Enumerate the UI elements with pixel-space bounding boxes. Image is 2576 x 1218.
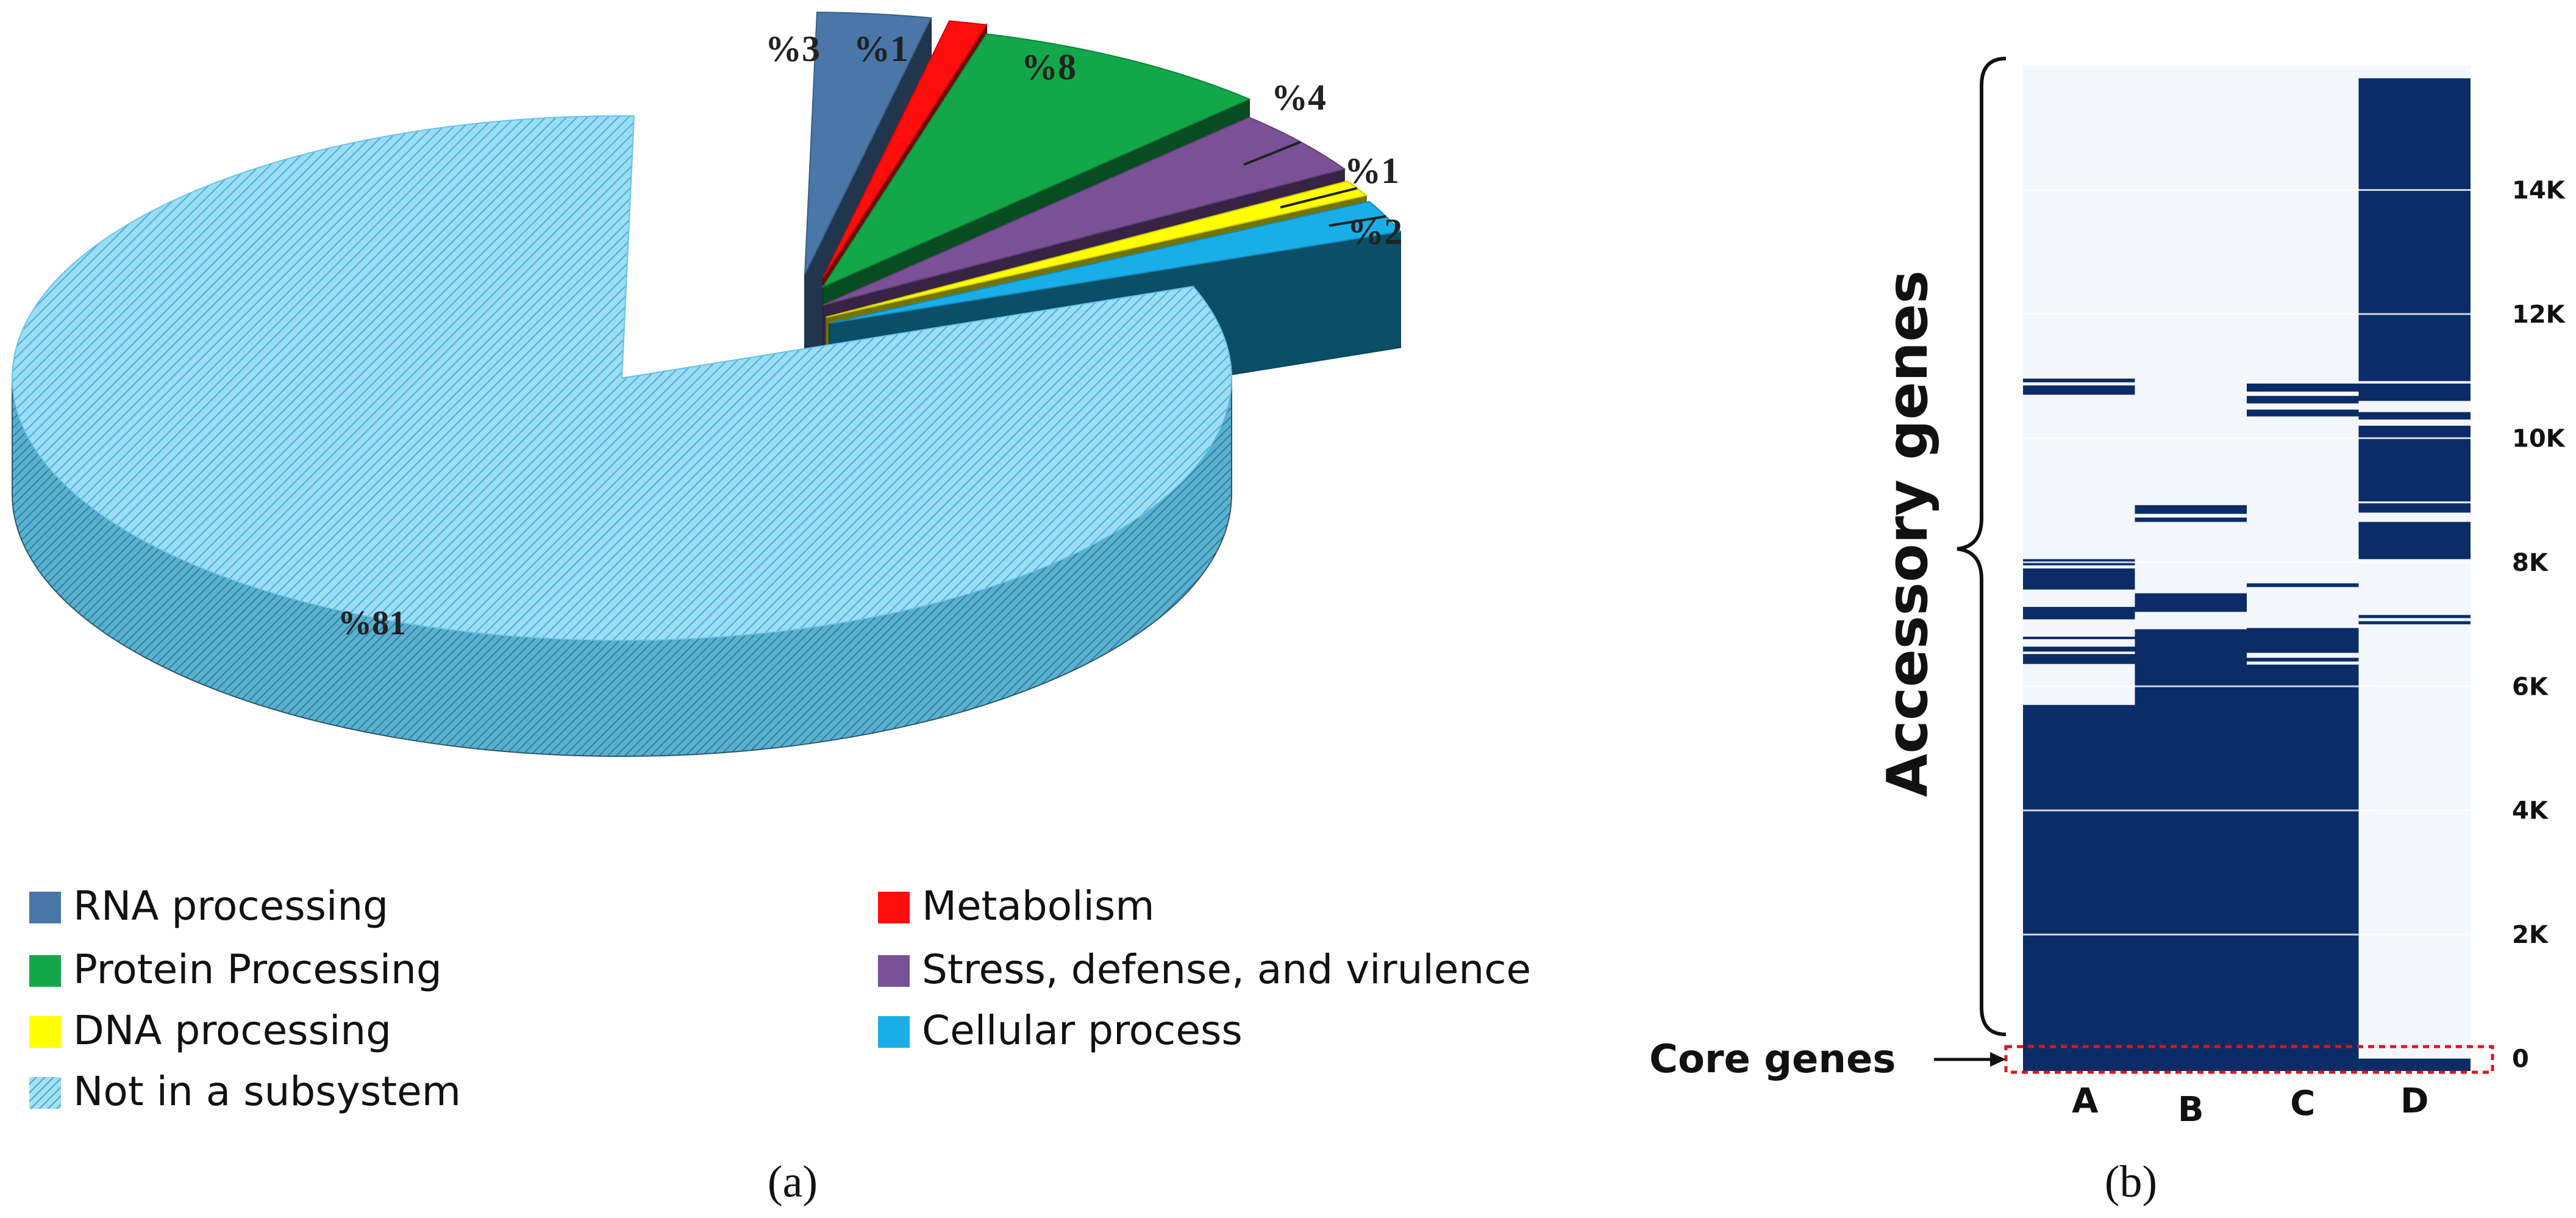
core-genes-arrowhead bbox=[1990, 1052, 2006, 1067]
heatmap-block-a-4 bbox=[2023, 607, 2135, 620]
pie-slice-dna-processing bbox=[826, 180, 1368, 318]
heatmap-y-ticks: 0 2K 4K 6K 8K 10K 12K 14K bbox=[2023, 176, 2566, 1073]
pie-chart: %3 %1 %8 %4 %1 %2 %81 bbox=[12, 12, 1402, 757]
legend-swatch-rna bbox=[29, 892, 61, 923]
pie-label-stress-defense-and-virulence: %4 bbox=[1271, 77, 1326, 118]
pie-slice-protein-processing bbox=[821, 33, 1251, 288]
heatmap-tick-2000: 2K bbox=[2512, 921, 2549, 949]
panel-label-b: (b) bbox=[2105, 1157, 2157, 1207]
pie-labels: %3 %1 %8 %4 %1 %2 %81 bbox=[338, 29, 1402, 642]
heatmap-column-labels: A B C D bbox=[2072, 1081, 2428, 1130]
heatmap-block-a-3 bbox=[2023, 636, 2135, 639]
heatmap-tick-4000: 4K bbox=[2512, 797, 2549, 825]
accessory-brace bbox=[1957, 57, 2007, 1036]
heatmap-tick-8000: 8K bbox=[2512, 549, 2549, 577]
heatmap-block-b-1 bbox=[2135, 593, 2247, 612]
pie-label-not-in-a-subsystem: %81 bbox=[338, 604, 406, 642]
heatmap-tick-0: 0 bbox=[2512, 1045, 2529, 1073]
pie-legend: RNA processing Metabolism Protein Proces… bbox=[29, 883, 1531, 1115]
core-genes-label: Core genes bbox=[1649, 1037, 1896, 1082]
legend-swatch-protein bbox=[29, 955, 61, 987]
heatmap-block-d-5 bbox=[2358, 426, 2471, 502]
pie-label-protein-processing: %8 bbox=[1021, 47, 1076, 87]
pie-leaders bbox=[1243, 140, 1386, 227]
heatmap-block-b-3 bbox=[2135, 505, 2247, 514]
legend-swatch-stress bbox=[878, 955, 910, 987]
heatmap-block-c-3 bbox=[2247, 583, 2359, 587]
heatmap-block-c-4 bbox=[2247, 409, 2359, 417]
heatmap-block-d-8 bbox=[2358, 78, 2471, 381]
pie-label-metabolism: %1 bbox=[854, 29, 908, 69]
heatmap-column-b: B bbox=[2178, 1090, 2204, 1130]
legend-swatch-dna bbox=[29, 1016, 61, 1048]
legend-swatch-cellular bbox=[878, 1016, 910, 1048]
heatmap-block-d-7 bbox=[2358, 383, 2471, 401]
heatmap-block-c-0 bbox=[2247, 664, 2359, 1071]
accessory-genes-label: Accessory genes bbox=[1875, 270, 1940, 797]
heatmap-tick-12000: 12K bbox=[2512, 301, 2566, 329]
legend-label-not-in-subsystem: Not in a subsystem bbox=[73, 1068, 461, 1115]
legend-label-cellular: Cellular process bbox=[922, 1007, 1243, 1054]
heatmap-block-c-2 bbox=[2247, 628, 2359, 653]
pie-leader-dna-processing bbox=[1280, 187, 1358, 209]
pie-leader-cellular-process bbox=[1329, 215, 1386, 227]
heatmap-block-a-7 bbox=[2023, 385, 2135, 395]
heatmap-block-d-3 bbox=[2358, 521, 2471, 559]
pie-slice-stress-defense-and-virulence bbox=[822, 116, 1346, 306]
pie-label-cellular-process: %2 bbox=[1347, 212, 1402, 252]
pie-slice-metabolism bbox=[822, 20, 988, 278]
heatmap-block-d-0 bbox=[2358, 1058, 2471, 1071]
legend-label-rna: RNA processing bbox=[73, 883, 388, 930]
heatmap-tick-10000: 10K bbox=[2512, 425, 2566, 453]
pie-label-dna-processing: %1 bbox=[1344, 151, 1399, 191]
heatmap-block-c-6 bbox=[2247, 383, 2359, 392]
legend-label-protein: Protein Processing bbox=[73, 946, 442, 993]
heatmap-column-d: D bbox=[2400, 1081, 2428, 1121]
heatmap-column-c: C bbox=[2290, 1084, 2315, 1123]
heatmap-column-a: A bbox=[2072, 1081, 2099, 1121]
heatmap-block-c-5 bbox=[2247, 396, 2359, 404]
pie-slice-not-in-a-subsystem bbox=[12, 115, 1232, 641]
heatmap-block-d-2 bbox=[2358, 615, 2471, 618]
heatmap-block-a-0 bbox=[2023, 704, 2135, 1071]
heatmap-block-d-6 bbox=[2358, 412, 2471, 420]
heatmap-tick-6000: 6K bbox=[2512, 673, 2549, 701]
pie-tops bbox=[12, 12, 1402, 641]
legend-label-dna: DNA processing bbox=[73, 1007, 391, 1054]
pie-label-rna-processing: %3 bbox=[765, 29, 820, 69]
pie-leader-stress-defense-and-virulence bbox=[1243, 140, 1301, 166]
heatmap-block-a-2 bbox=[2023, 647, 2135, 652]
heatmap-cells bbox=[2023, 78, 2471, 1071]
legend-swatch-not-in-subsystem bbox=[29, 1077, 61, 1109]
heatmap-block-a-5 bbox=[2023, 568, 2135, 590]
pie-slice-rna-processing bbox=[804, 12, 932, 275]
legend-swatch-metabolism bbox=[878, 892, 910, 923]
legend-label-stress: Stress, defense, and virulence bbox=[922, 946, 1531, 993]
heatmap-block-b-0 bbox=[2135, 629, 2247, 1071]
heatmap-block-a-8 bbox=[2023, 378, 2135, 382]
heatmap-block-b-2 bbox=[2135, 517, 2247, 522]
heatmap-block-d-1 bbox=[2358, 621, 2471, 625]
heatmap-block-c-1 bbox=[2247, 657, 2359, 662]
legend-label-metabolism: Metabolism bbox=[922, 883, 1155, 930]
panel-label-a: (a) bbox=[768, 1157, 818, 1207]
heatmap-tick-14000: 14K bbox=[2512, 176, 2566, 204]
heatmap-block-a-1 bbox=[2023, 654, 2135, 664]
heatmap-block-d-4 bbox=[2358, 503, 2471, 513]
